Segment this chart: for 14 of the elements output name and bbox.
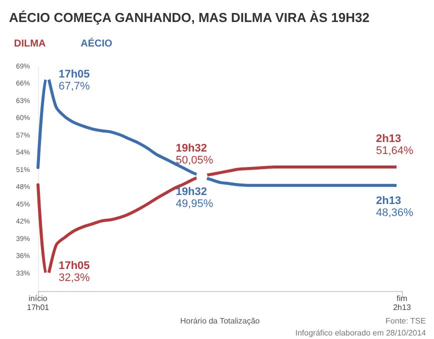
- x-axis-title: Horário da Totalização: [180, 316, 260, 326]
- text: DILMA: [14, 38, 46, 50]
- data-label: 19h32 49,95%: [176, 186, 214, 210]
- data-label: 17h05 67,7%: [58, 68, 90, 92]
- data-label: 17h05 32,3%: [58, 260, 90, 284]
- source-note: Fonte: TSE: [386, 316, 426, 326]
- x-tick-label: início 17h01: [26, 294, 50, 312]
- text: Infográfico elaborado em 28/10/2014: [295, 328, 427, 338]
- x-tick-label: fim 2h13: [393, 294, 412, 312]
- data-label: 19h32 50,05%: [176, 142, 214, 166]
- chart-title: AÉCIO COMEÇA GANHANDO, MAS DILMA VIRA ÀS 19H32: [9, 10, 370, 25]
- text: AÉCIO: [80, 38, 113, 50]
- data-label: 2h13 48,36%: [376, 195, 414, 220]
- data-label: 2h13 51,64%: [376, 133, 414, 158]
